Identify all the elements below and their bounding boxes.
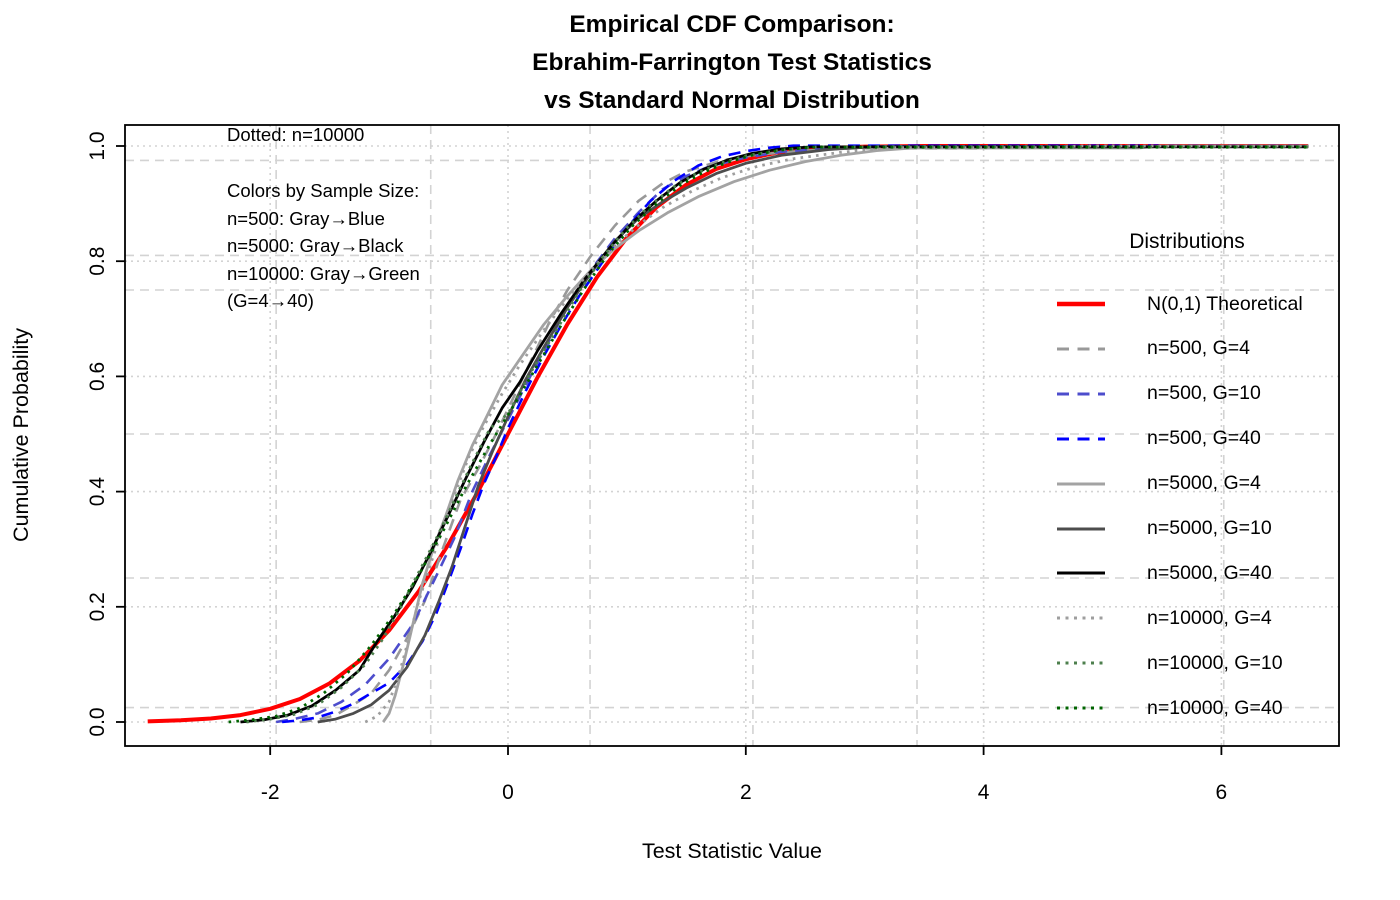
- legend-entry-label: n=10000, G=4: [1147, 606, 1272, 629]
- chart-title-line-1: Empirical CDF Comparison:: [569, 11, 895, 38]
- legend-entry-label: n=500, G=4: [1147, 337, 1251, 360]
- legend-entry-label: n=500, G=40: [1147, 427, 1261, 450]
- legend-title: Distributions: [1129, 230, 1245, 253]
- legend-entry: n=500, G=4: [1057, 326, 1250, 371]
- legend-entry: n=5000, G=10: [1057, 506, 1272, 551]
- legend-entry-label: n=10000, G=10: [1147, 651, 1283, 674]
- legend-entry: n=10000, G=40: [1057, 686, 1283, 731]
- y-tick-label: 0.6: [86, 362, 109, 391]
- x-tick-label: 4: [978, 781, 990, 804]
- legend-line-swatch: [1057, 392, 1105, 396]
- legend-line-swatch: [1057, 482, 1105, 486]
- legend-line-swatch: [1057, 571, 1105, 575]
- legend-entry-label: n=5000, G=40: [1147, 561, 1272, 584]
- x-tick-label: -2: [261, 781, 280, 804]
- y-tick-label: 0.2: [86, 592, 109, 621]
- annotation-line: Colors by Sample Size:: [227, 180, 420, 201]
- legend-entry-label: n=500, G=10: [1147, 382, 1261, 405]
- chart-title: Empirical CDF Comparison: Ebrahim-Farrin…: [32, 6, 1400, 120]
- y-tick-label: 0.8: [86, 247, 109, 276]
- x-tick-label: 6: [1216, 781, 1228, 804]
- y-axis-label: Cumulative Probability: [9, 328, 33, 542]
- legend-line-swatch: [1057, 347, 1105, 351]
- x-tick-label: 0: [502, 781, 514, 804]
- legend-line-swatch: [1057, 661, 1105, 665]
- legend-entry: n=5000, G=40: [1057, 551, 1272, 596]
- legend-entry: n=10000, G=4: [1057, 596, 1272, 641]
- legend-entry: n=5000, G=4: [1057, 461, 1261, 506]
- legend-entry: n=500, G=40: [1057, 416, 1261, 461]
- annotation-line: n=5000: Gray→Black: [227, 235, 404, 257]
- annotation-color-key: Colors by Sample Size: n=500: Gray→Blue n=…: [227, 177, 420, 315]
- series-line-7: [364, 144, 1309, 724]
- legend: Distributions N(0,1) Theoretical n=500, G…: [1037, 228, 1357, 728]
- legend-entry-label: n=5000, G=10: [1147, 517, 1272, 539]
- legend-line-swatch: [1057, 706, 1105, 710]
- annotation-line: n=500: Gray→Blue: [227, 207, 385, 229]
- legend-entry: n=500, G=10: [1057, 371, 1261, 416]
- y-tick-label: 0.0: [86, 707, 109, 736]
- y-tick-label: 1.0: [86, 131, 109, 160]
- cdf-curves: [147, 144, 1309, 724]
- x-axis-label: Test Statistic Value: [642, 839, 822, 863]
- legend-entry-label: n=5000, G=4: [1147, 472, 1261, 495]
- axis-tick-labels: -2 0 2 4 6 0.0 0.2 0.4 0.6 0.8 1.0: [86, 131, 1227, 804]
- legend-line-swatch: [1057, 437, 1105, 441]
- series-line-3: [281, 144, 1309, 724]
- series-line-5: [317, 145, 1309, 724]
- legend-line-swatch: [1057, 616, 1105, 620]
- chart-title-line-2: Ebrahim-Farrington Test Statistics: [532, 49, 932, 76]
- series-line-1: [299, 144, 1309, 724]
- annotation-dotted-note: Dotted: n=10000: [227, 124, 365, 145]
- legend-entry: N(0,1) Theoretical: [1057, 282, 1303, 327]
- plot-box: [124, 124, 1340, 747]
- legend-line-swatch: [1057, 301, 1105, 307]
- legend-entry: n=10000, G=10: [1057, 641, 1283, 686]
- legend-line-swatch: [1057, 527, 1105, 530]
- annotation-line: n=10000: Gray→Green: [227, 262, 420, 284]
- x-tick-label: 2: [740, 781, 752, 804]
- legend-entry-label: n=10000, G=40: [1147, 696, 1283, 719]
- axis-ticks: [116, 145, 1223, 755]
- y-tick-label: 0.4: [86, 477, 109, 507]
- annotation-line: (G=4→40): [227, 290, 314, 312]
- chart-title-line-3: vs Standard Normal Distribution: [544, 87, 920, 114]
- legend-entry-label: N(0,1) Theoretical: [1147, 292, 1303, 315]
